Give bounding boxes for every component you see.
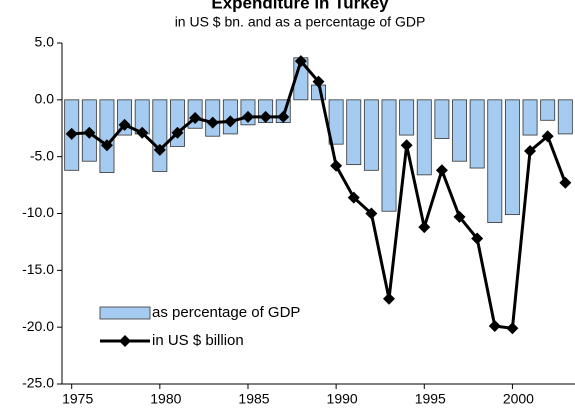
x-tick-label: 1980 <box>150 391 181 407</box>
bar <box>99 99 115 173</box>
marker <box>241 110 254 123</box>
y-tick-label: -20.0 <box>22 318 54 334</box>
marker <box>400 139 413 152</box>
bar <box>346 99 362 166</box>
marker <box>100 139 113 152</box>
marker <box>224 115 237 128</box>
bar <box>469 99 485 169</box>
marker <box>471 232 484 245</box>
marker <box>259 110 272 123</box>
chart-title: Expenditure in Turkey <box>211 0 389 12</box>
bar <box>557 99 573 135</box>
marker <box>83 126 96 139</box>
bar <box>487 99 503 223</box>
marker <box>206 116 219 129</box>
marker <box>347 191 360 204</box>
marker <box>541 130 554 143</box>
legend-marker <box>119 335 131 347</box>
y-tick-label: -10.0 <box>22 204 54 220</box>
marker <box>118 118 131 131</box>
bar <box>363 99 379 171</box>
marker <box>418 221 431 234</box>
marker <box>277 110 290 123</box>
chart-subtitle: in US $ bn. and as a percentage of GDP <box>175 14 426 30</box>
bar <box>452 99 467 162</box>
bar <box>416 99 432 176</box>
y-tick-label: -15.0 <box>22 261 54 277</box>
marker <box>506 322 519 335</box>
x-tick-label: 1995 <box>415 391 446 407</box>
legend-swatch <box>99 306 151 320</box>
bar <box>152 99 168 172</box>
marker <box>488 320 501 333</box>
bar <box>540 99 556 121</box>
marker <box>312 75 325 88</box>
marker <box>524 144 537 157</box>
marker <box>383 292 396 305</box>
bar <box>399 99 415 136</box>
marker <box>365 207 378 220</box>
marker <box>189 112 202 125</box>
marker <box>559 176 572 189</box>
bar <box>328 99 344 145</box>
marker <box>294 55 307 68</box>
y-tick-label: 5.0 <box>35 34 55 50</box>
bar <box>504 99 520 216</box>
y-tick-label: -5.0 <box>30 147 54 163</box>
legend-label: in US $ billion <box>152 332 244 349</box>
marker <box>435 164 448 177</box>
marker <box>453 210 466 223</box>
legend-label: as percentage of GDP <box>152 304 300 321</box>
x-tick-label: 2000 <box>503 391 534 407</box>
marker <box>136 126 149 139</box>
marker <box>171 126 184 139</box>
marker <box>65 127 78 140</box>
y-tick-label: -25.0 <box>22 375 54 391</box>
marker <box>153 143 166 156</box>
bar <box>434 99 450 139</box>
y-tick-label: 0.0 <box>35 91 55 107</box>
bar <box>381 99 397 212</box>
x-tick-label: 1990 <box>327 391 358 407</box>
bar <box>522 99 538 136</box>
x-tick-label: 1985 <box>238 391 269 407</box>
marker <box>330 159 343 172</box>
x-tick-label: 1975 <box>62 391 93 407</box>
